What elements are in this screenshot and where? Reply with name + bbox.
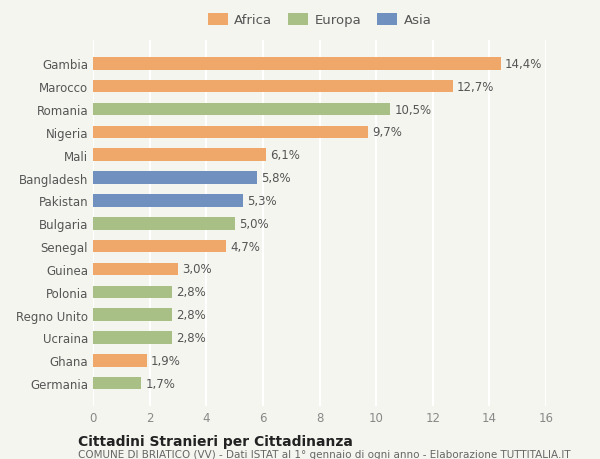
Bar bbox=[93, 58, 500, 70]
Text: 2,8%: 2,8% bbox=[176, 308, 206, 321]
Text: 14,4%: 14,4% bbox=[505, 58, 542, 71]
Text: 1,9%: 1,9% bbox=[151, 354, 181, 367]
Bar bbox=[93, 309, 172, 321]
Bar bbox=[93, 103, 390, 116]
Bar bbox=[93, 172, 257, 185]
Text: 9,7%: 9,7% bbox=[372, 126, 402, 139]
Bar bbox=[93, 286, 172, 298]
Text: 6,1%: 6,1% bbox=[270, 149, 300, 162]
Text: 5,8%: 5,8% bbox=[262, 172, 291, 185]
Text: 2,8%: 2,8% bbox=[176, 285, 206, 299]
Bar bbox=[93, 263, 178, 276]
Text: 2,8%: 2,8% bbox=[176, 331, 206, 344]
Bar bbox=[93, 149, 266, 162]
Text: 1,7%: 1,7% bbox=[145, 377, 175, 390]
Bar bbox=[93, 195, 243, 207]
Text: Cittadini Stranieri per Cittadinanza: Cittadini Stranieri per Cittadinanza bbox=[78, 434, 353, 448]
Text: 4,7%: 4,7% bbox=[230, 240, 260, 253]
Bar bbox=[93, 218, 235, 230]
Text: 5,0%: 5,0% bbox=[239, 217, 268, 230]
Legend: Africa, Europa, Asia: Africa, Europa, Asia bbox=[204, 10, 435, 31]
Text: COMUNE DI BRIATICO (VV) - Dati ISTAT al 1° gennaio di ogni anno - Elaborazione T: COMUNE DI BRIATICO (VV) - Dati ISTAT al … bbox=[78, 449, 571, 459]
Text: 5,3%: 5,3% bbox=[247, 195, 277, 207]
Text: 10,5%: 10,5% bbox=[395, 103, 431, 116]
Bar bbox=[93, 331, 172, 344]
Bar bbox=[93, 377, 141, 390]
Bar bbox=[93, 241, 226, 253]
Bar bbox=[93, 126, 368, 139]
Text: 12,7%: 12,7% bbox=[457, 80, 494, 94]
Text: 3,0%: 3,0% bbox=[182, 263, 212, 276]
Bar bbox=[93, 81, 452, 93]
Bar bbox=[93, 354, 147, 367]
